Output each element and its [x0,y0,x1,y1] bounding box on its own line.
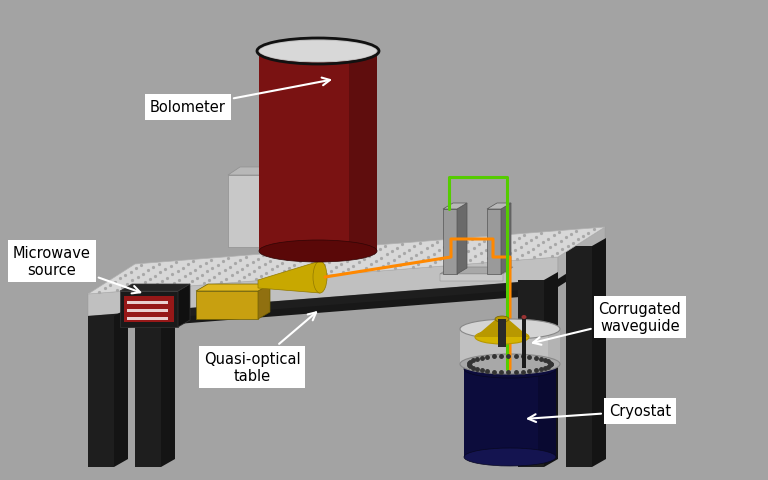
Polygon shape [522,317,526,368]
Polygon shape [88,279,558,331]
Polygon shape [548,329,560,364]
Polygon shape [228,176,290,248]
Polygon shape [501,204,511,275]
Polygon shape [566,247,592,467]
Ellipse shape [460,319,560,339]
Polygon shape [114,308,128,467]
Polygon shape [258,285,270,319]
Polygon shape [127,317,168,320]
Polygon shape [443,210,457,275]
Polygon shape [592,239,606,467]
Polygon shape [457,204,467,275]
Polygon shape [440,275,503,281]
Polygon shape [88,257,558,316]
Ellipse shape [495,316,509,323]
Polygon shape [518,280,544,467]
Text: Quasi-optical
table: Quasi-optical table [204,312,316,384]
Polygon shape [443,204,467,210]
Ellipse shape [460,354,560,374]
Polygon shape [228,168,302,176]
Polygon shape [558,250,605,288]
Text: Corrugated
waveguide: Corrugated waveguide [533,301,681,345]
Polygon shape [498,319,506,347]
Polygon shape [196,291,258,319]
Polygon shape [196,285,270,291]
Ellipse shape [259,240,377,263]
Polygon shape [120,291,178,327]
Polygon shape [460,329,560,364]
Text: Microwave
source: Microwave source [13,245,141,294]
Polygon shape [349,52,377,252]
Text: Cryostat: Cryostat [528,404,671,422]
Ellipse shape [475,330,529,344]
Polygon shape [464,369,556,457]
Polygon shape [538,369,556,457]
Polygon shape [178,285,190,327]
Polygon shape [135,283,161,467]
Polygon shape [88,279,558,324]
Ellipse shape [313,262,327,293]
Ellipse shape [259,41,377,63]
Polygon shape [161,276,175,467]
Polygon shape [124,296,174,323]
Ellipse shape [521,315,527,319]
Polygon shape [258,262,320,293]
Polygon shape [120,285,190,291]
Ellipse shape [464,360,556,378]
Polygon shape [88,228,605,294]
Polygon shape [440,267,513,275]
Polygon shape [88,316,114,467]
Polygon shape [259,52,377,252]
Ellipse shape [464,448,556,466]
Polygon shape [544,273,558,467]
Polygon shape [558,228,605,279]
Polygon shape [475,319,529,337]
Polygon shape [487,204,511,210]
Polygon shape [127,309,168,312]
Polygon shape [487,210,501,275]
Polygon shape [290,168,302,248]
Text: Bolometer: Bolometer [150,78,330,115]
Polygon shape [127,301,168,304]
